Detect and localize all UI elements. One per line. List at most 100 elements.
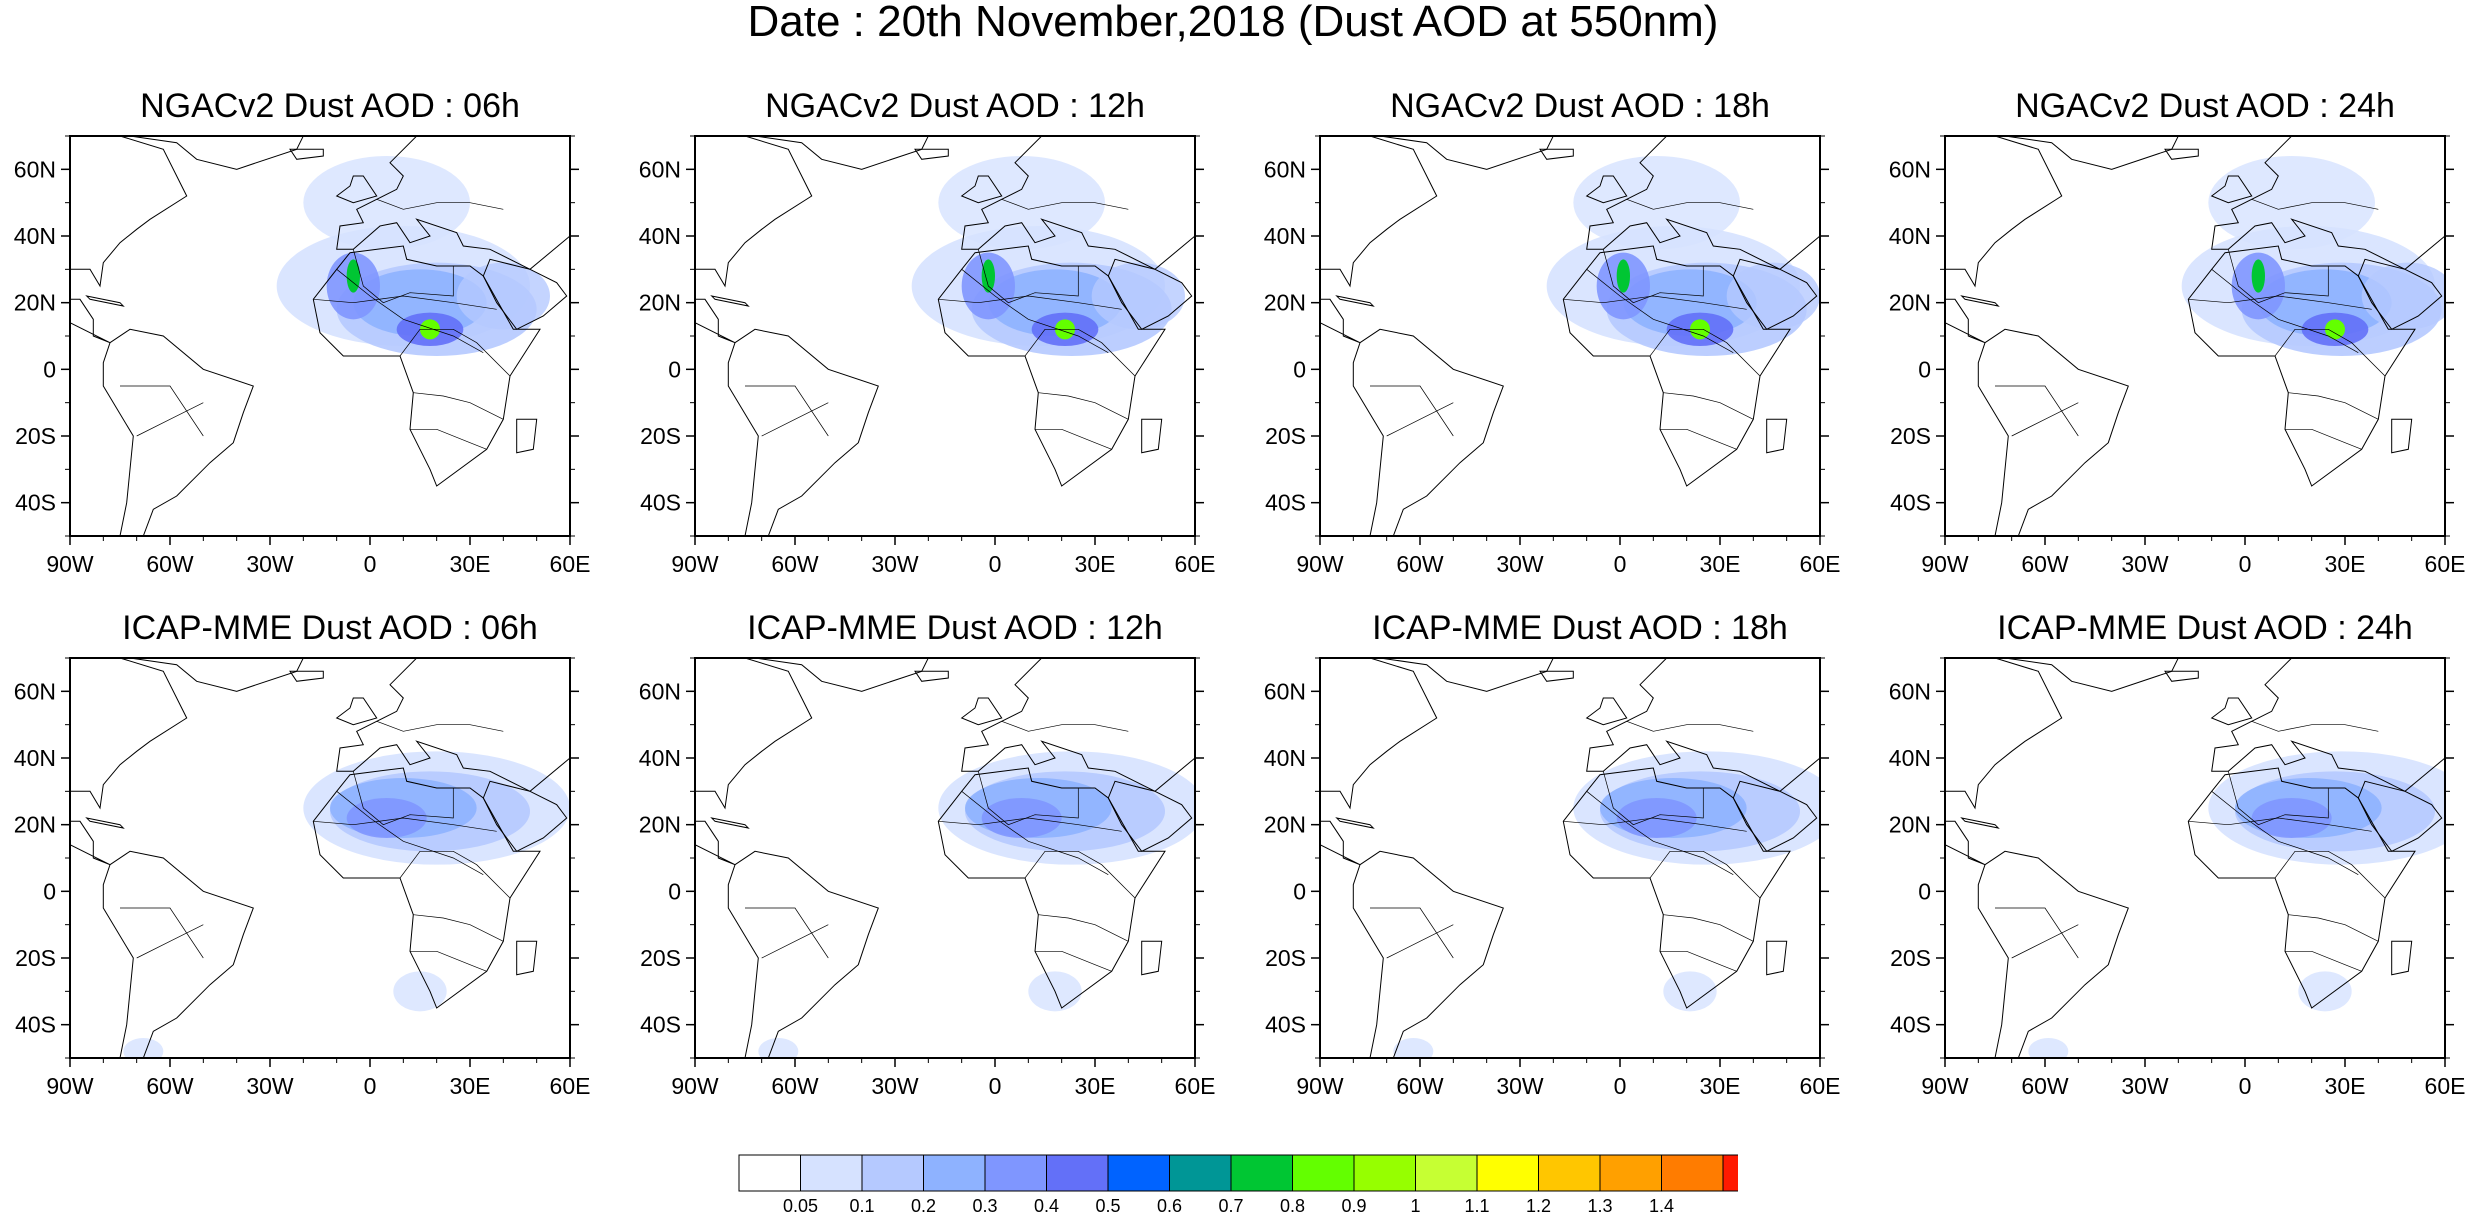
country-border <box>961 269 1109 354</box>
coastline <box>961 658 1195 792</box>
country-border <box>2274 850 2386 899</box>
lon-tick-label: 30E <box>1700 551 1741 577</box>
panel-title: ICAP-MME Dust AOD : 12h <box>747 609 1163 647</box>
main-title: Date : 20th November,2018 (Dust AOD at 5… <box>747 0 1719 46</box>
map-plot: 90W 60W 30W 0 30E 60E 60N 40N 20N 0 20S 40S <box>1264 657 1840 1099</box>
country-border <box>761 924 829 959</box>
dust-plume <box>123 1038 164 1058</box>
colorbar-swatch <box>1538 1154 1601 1192</box>
country-border <box>1995 907 2079 959</box>
map-plot: 90W 60W 30W 0 30E 60E 60N 40N 20N 0 20S 40S <box>1264 135 1840 577</box>
lat-tick-label: 20S <box>15 423 56 449</box>
colorbar-swatch <box>1230 1154 1293 1192</box>
colorbar-label: 0.4 <box>1034 1196 1059 1214</box>
dust-plume <box>393 971 447 1012</box>
lat-tick-label: 40N <box>1264 223 1306 249</box>
dust-plume <box>346 798 427 838</box>
country-border <box>1602 249 1704 304</box>
lat-tick-label: 40N <box>1264 745 1306 771</box>
lon-tick-label: 30W <box>871 551 919 577</box>
colorbar-label: 0.3 <box>972 1196 997 1214</box>
colorbar-label: 0.9 <box>1341 1196 1366 1214</box>
country-border <box>1660 428 1737 450</box>
coastline <box>1335 817 1375 829</box>
country-border <box>1563 295 1747 310</box>
colorbar-swatch <box>984 1154 1047 1192</box>
coastline <box>1107 258 1193 330</box>
lon-tick-label: 30E <box>450 1073 491 1099</box>
colorbar-label: 0.1 <box>849 1196 874 1214</box>
lat-tick-label: 20N <box>1264 290 1306 316</box>
map-plot: 90W 60W 30W 0 30E 60E 60N 40N 20N 0 20S 40S <box>639 657 1215 1099</box>
country-border <box>1626 198 1754 210</box>
country-border <box>413 392 504 420</box>
lon-tick-label: 60W <box>771 551 819 577</box>
coastline <box>2210 175 2253 204</box>
dust-plume <box>1726 262 1820 330</box>
coastline <box>1352 328 1504 536</box>
map-plot: 90W 60W 30W 0 30E 60E 60N 40N 20N 0 20S 40S <box>14 135 590 577</box>
coastline <box>1320 658 1438 810</box>
coastline <box>1141 418 1163 454</box>
coastline <box>1732 258 1818 330</box>
lat-tick-label: 20N <box>1889 812 1931 838</box>
panel-title: NGACv2 Dust AOD : 18h <box>1390 87 1770 125</box>
country-border <box>413 914 504 942</box>
dust-plume <box>2208 156 2375 250</box>
country-border <box>1024 328 1136 377</box>
lat-tick-label: 20S <box>15 945 56 971</box>
country-border <box>1626 720 1754 732</box>
country-border <box>399 850 511 899</box>
coastline <box>960 697 1003 726</box>
lat-tick-label: 40S <box>15 490 56 516</box>
lat-tick-label: 60N <box>14 678 56 704</box>
country-border <box>2288 392 2379 420</box>
lat-tick-label: 60N <box>1889 156 1931 182</box>
colorbar-swatch <box>1292 1154 1355 1192</box>
lat-tick-label: 40S <box>640 490 681 516</box>
lon-tick-label: 90W <box>46 1073 94 1099</box>
country-border <box>376 720 504 732</box>
lon-tick-label: 0 <box>2239 1073 2252 1099</box>
lon-tick-label: 30W <box>1496 1073 1544 1099</box>
coastline <box>695 658 813 810</box>
colorbar-label: 0.05 <box>783 1196 818 1214</box>
dust-plume <box>2251 798 2332 838</box>
coastline <box>1539 670 1574 682</box>
lon-tick-label: 90W <box>1921 1073 1969 1099</box>
coastline <box>1945 820 1986 866</box>
coastline <box>2211 136 2445 270</box>
panel-title: ICAP-MME Dust AOD : 24h <box>1997 609 2413 647</box>
colorbar-swatch <box>1169 1154 1232 1192</box>
panel-title: NGACv2 Dust AOD : 06h <box>140 87 520 125</box>
lat-tick-label: 60N <box>1264 156 1306 182</box>
colorbar-label: 0.5 <box>1095 1196 1120 1214</box>
colorbar-swatch <box>923 1154 986 1192</box>
lon-tick-label: 0 <box>364 551 377 577</box>
country-border <box>745 907 829 959</box>
country-border <box>336 269 484 354</box>
coastline <box>1732 780 1818 852</box>
country-border <box>1035 428 1112 450</box>
country-border <box>938 295 1122 310</box>
country-border <box>120 385 204 437</box>
country-border <box>352 771 454 826</box>
coastline <box>1960 295 2000 307</box>
coastline <box>695 820 736 866</box>
colorbar-swatch <box>1353 1154 1416 1192</box>
coastline <box>1141 940 1163 976</box>
country-border <box>2011 402 2079 437</box>
lat-tick-label: 60N <box>1264 678 1306 704</box>
country-border <box>376 198 504 210</box>
colorbar-swatch <box>1599 1154 1662 1192</box>
lat-tick-label: 20S <box>1890 423 1931 449</box>
country-border <box>410 428 487 450</box>
colorbar-label: 1.3 <box>1587 1196 1612 1214</box>
coastline <box>2164 670 2199 682</box>
lon-tick-label: 60W <box>1396 1073 1444 1099</box>
lon-tick-label: 0 <box>1614 1073 1627 1099</box>
coastline <box>335 697 378 726</box>
country-border <box>410 950 487 972</box>
lon-tick-label: 90W <box>1296 1073 1344 1099</box>
coastline <box>1539 148 1574 160</box>
